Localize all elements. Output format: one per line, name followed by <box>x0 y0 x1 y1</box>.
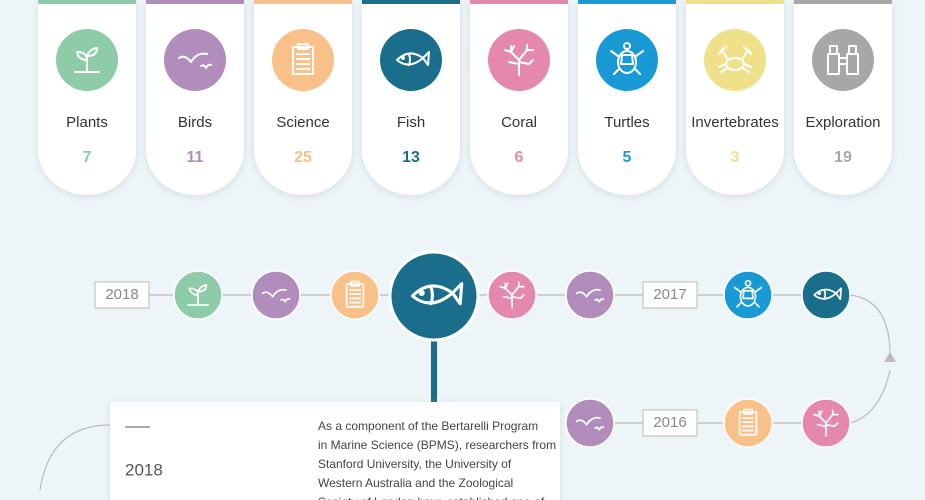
category-card: Invertebrates 3 <box>686 0 784 195</box>
category-count: 5 <box>623 149 632 166</box>
card-top-bar <box>38 0 136 4</box>
category-name: Invertebrates <box>691 114 779 131</box>
timeline-node <box>388 250 480 342</box>
category-count: 25 <box>294 149 312 166</box>
detail-text: As a component of the Bertarelli Program <box>318 419 538 433</box>
card-top-bar <box>578 0 676 4</box>
category-count: 3 <box>731 149 740 166</box>
card-top-bar <box>686 0 784 4</box>
timeline: 2018 2017 2016 <box>39 250 896 491</box>
card-top-bar <box>794 0 892 4</box>
year-label: 2017 <box>653 286 686 303</box>
timeline-node <box>565 398 615 448</box>
category-count: 19 <box>834 149 852 166</box>
category-count: 6 <box>515 149 524 166</box>
category-card: Turtles 5 <box>578 0 676 195</box>
detail-text: Society of London have established one o… <box>318 495 545 500</box>
card-top-bar <box>470 0 568 4</box>
category-card: Science 25 <box>254 0 352 195</box>
detail-card: 2018 As a component of the Bertarelli Pr… <box>110 402 560 500</box>
category-name: Coral <box>501 114 537 131</box>
detail-year: 2018 <box>125 460 163 479</box>
icon-circle <box>596 29 658 91</box>
detail-text: in Marine Science (BPMS), researchers fr… <box>318 438 556 452</box>
category-name: Science <box>276 114 329 131</box>
category-card: Coral 6 <box>470 0 568 195</box>
timeline-node <box>723 270 773 320</box>
category-card: Birds 11 <box>146 0 244 195</box>
category-count: 7 <box>83 149 92 166</box>
category-card: Plants 7 <box>38 0 136 195</box>
year-label: 2018 <box>105 286 138 303</box>
category-name: Exploration <box>805 114 880 131</box>
year-box <box>94 281 150 309</box>
timeline-node <box>565 270 615 320</box>
card-bg <box>110 402 560 500</box>
category-count: 13 <box>402 149 420 166</box>
timeline-curve <box>849 294 891 424</box>
year-box <box>642 281 698 309</box>
detail-text: Stanford University, the University of <box>318 457 512 471</box>
category-card: Exploration 19 <box>794 0 892 195</box>
icon-circle <box>164 29 226 91</box>
category-name: Plants <box>66 114 108 131</box>
category-card: Fish 13 <box>362 0 460 195</box>
year-label: 2016 <box>653 414 686 431</box>
year-box <box>642 409 698 437</box>
category-name: Birds <box>178 114 212 131</box>
timeline-node <box>801 270 851 320</box>
icon-circle <box>380 29 442 91</box>
detail-text: Western Australia and the Zoological <box>318 476 513 490</box>
arrow <box>884 352 896 362</box>
category-name: Turtles <box>604 114 649 131</box>
icon-circle <box>812 29 874 91</box>
card-top-bar <box>362 0 460 4</box>
card-top-bar <box>146 0 244 4</box>
stem <box>431 330 437 405</box>
timeline-node <box>251 270 301 320</box>
icon-circle <box>704 29 766 91</box>
card-top-bar <box>254 0 352 4</box>
timeline-curve <box>39 424 111 491</box>
category-name: Fish <box>397 114 425 131</box>
category-count: 11 <box>187 149 204 166</box>
category-cards: Plants 7 Birds 11 Science 25 Fish 13 Coral 6 Turtl… <box>38 0 892 195</box>
